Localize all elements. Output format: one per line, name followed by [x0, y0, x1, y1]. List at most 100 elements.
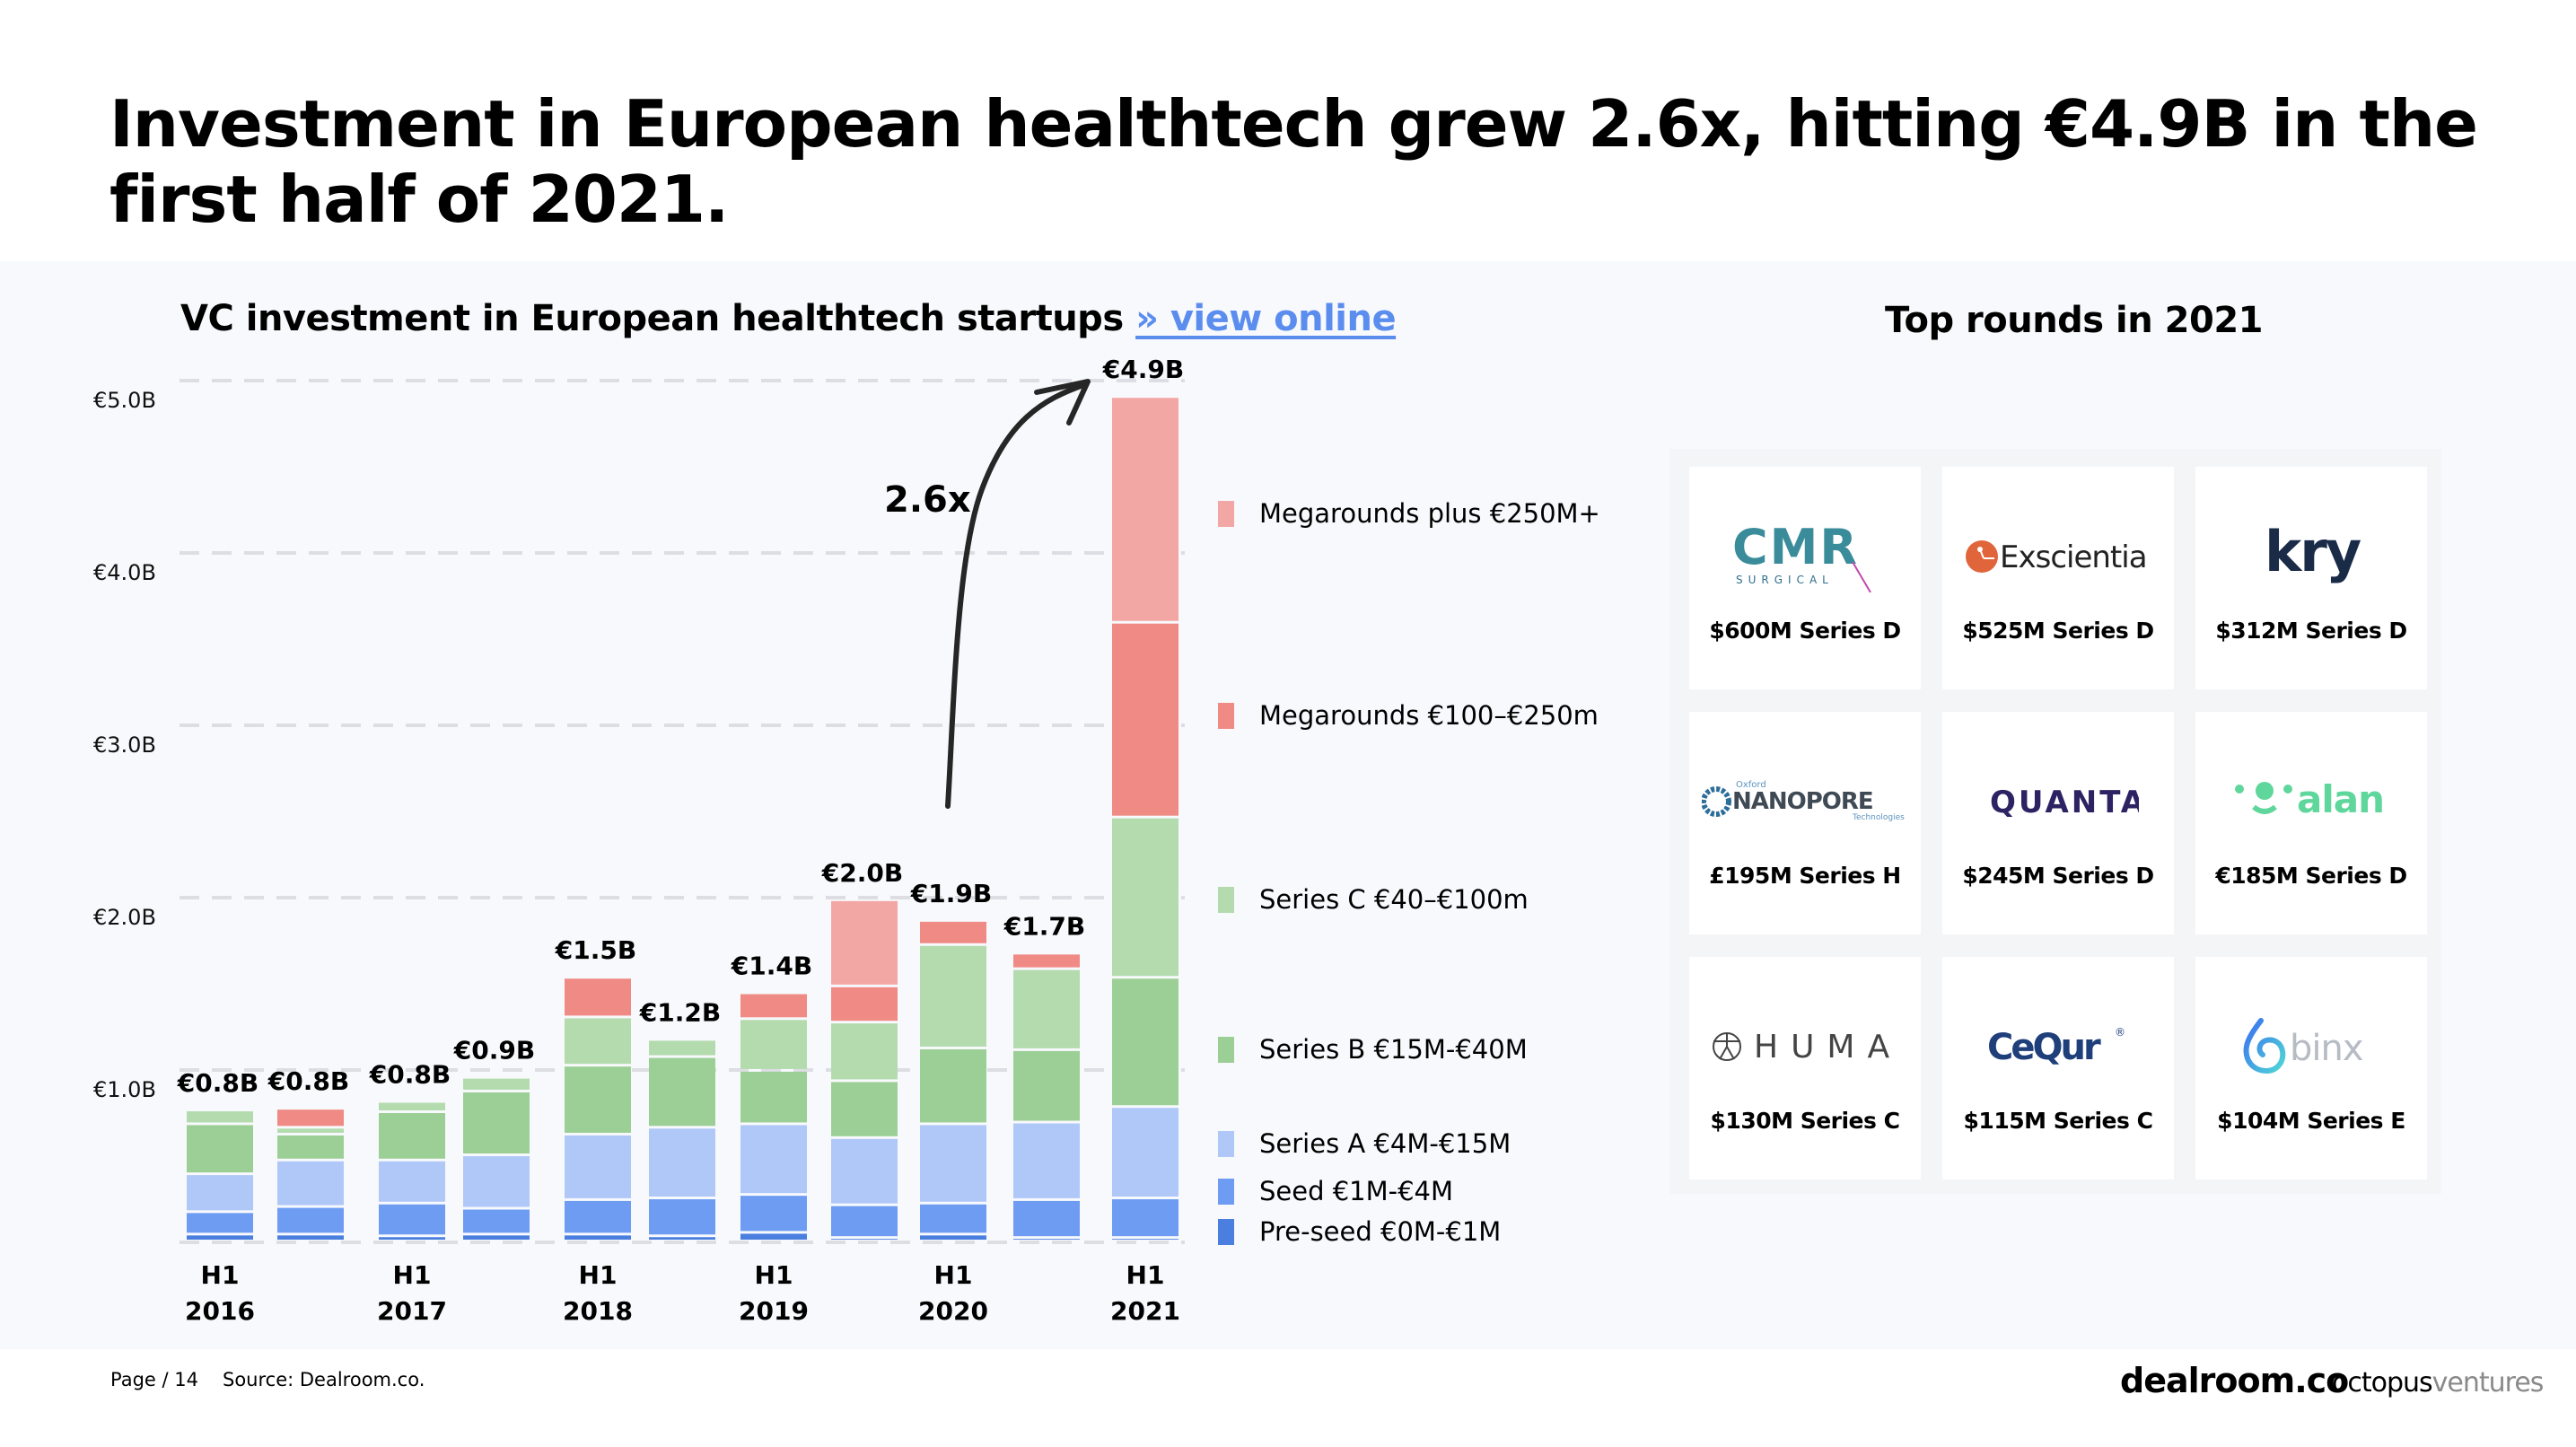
y-tick-label: €3.0B: [93, 732, 156, 758]
bar-segment: [565, 1018, 631, 1065]
cmr-logo-icon: CMR SURGICAL: [1689, 503, 1921, 610]
round-card[interactable]: CMR SURGICAL $600M Series D: [1689, 467, 1921, 689]
bar-segment: [1013, 1123, 1080, 1198]
bar-segment: [740, 1196, 807, 1232]
legend-item: Megarounds €100–€250m: [1218, 700, 1599, 731]
octopus-logo-sub: ventures: [2431, 1367, 2545, 1399]
bar-total-label: €1.4B: [731, 952, 812, 981]
round-card[interactable]: CeQur ® $115M Series C: [1942, 957, 2174, 1180]
bar-segment: [565, 1200, 631, 1233]
bar-segment: [831, 1206, 898, 1237]
legend-label: Pre-seed €0M-€1M: [1259, 1216, 1502, 1247]
x-tick-label: H1: [393, 1260, 432, 1290]
bar-segment: [463, 1092, 530, 1153]
growth-arrow-icon: [945, 379, 1091, 809]
bar-total-label: €1.7B: [1003, 911, 1085, 941]
bar-segment: [1112, 1239, 1178, 1240]
bar-segment: [1013, 1239, 1080, 1240]
round-amount: £195M Series H: [1709, 863, 1901, 889]
svg-text:SURGICAL: SURGICAL: [1736, 574, 1834, 586]
bar-segment: [649, 1128, 715, 1197]
bar-segment: [831, 1082, 898, 1136]
bar-total-label: €1.9B: [910, 879, 992, 908]
bar-segment: [1112, 978, 1178, 1106]
bar-segment: [649, 1237, 715, 1240]
bar-segment: [1112, 1108, 1178, 1197]
legend-label: Seed €1M-€4M: [1259, 1176, 1454, 1206]
bar-segment: [920, 1048, 986, 1123]
bar-segment: [920, 945, 986, 1047]
round-amount: $245M Series D: [1962, 863, 2154, 889]
legend-swatch: [1218, 1036, 1234, 1063]
total-labels: €0.8B €0.8B €0.8B€0.9B€1.5B€1.2B€1.4B€2.0B…: [177, 355, 1184, 1098]
y-tick-label: €4.0B: [93, 560, 156, 585]
huma-logo-icon: HUMA: [1689, 993, 1921, 1101]
growth-annotation: 2.6x: [884, 479, 971, 521]
legend-swatch: [1218, 500, 1234, 527]
bar-segment: [649, 1057, 715, 1127]
binx-logo-icon: binx: [2195, 993, 2427, 1101]
chart-title: VC investment in European healthtech sta…: [180, 298, 1397, 339]
octopus-logo-main: octopus: [2332, 1367, 2433, 1399]
svg-text:Technologies: Technologies: [1852, 813, 1905, 822]
cequr-logo-icon: CeQur ®: [1942, 993, 2174, 1101]
bar-segment: [740, 1125, 807, 1194]
bar-segment: [831, 900, 898, 985]
svg-text:NANOPORE: NANOPORE: [1732, 788, 1873, 815]
bar-segment: [831, 1239, 898, 1240]
bar-segment: [649, 1199, 715, 1235]
bar-total-label: €0.8B: [369, 1059, 451, 1089]
round-card[interactable]: HUMA $130M Series C: [1689, 957, 1921, 1180]
bar-segment: [1112, 818, 1178, 977]
round-amount: $104M Series E: [2217, 1108, 2405, 1134]
bar-segment: [187, 1125, 253, 1173]
svg-text:Oxford: Oxford: [1736, 780, 1766, 790]
bar-segment: [920, 1235, 986, 1240]
legend-label: Megarounds plus €250M+: [1259, 498, 1600, 529]
bar-segment: [831, 1023, 898, 1080]
y-axis-ticks: €1.0B €2.0B €3.0B €4.0B €5.0B: [93, 388, 156, 1102]
svg-text:Exscientia: Exscientia: [2000, 539, 2147, 575]
round-amount: €185M Series D: [2215, 863, 2407, 889]
bar-total-label: €0.8B: [267, 1066, 349, 1096]
legend-swatch: [1218, 1130, 1234, 1157]
bar-segment: [463, 1235, 530, 1240]
bar-segment: [277, 1161, 344, 1206]
dealroom-logo: dealroom.co: [2120, 1361, 2349, 1400]
bar-segment: [277, 1135, 344, 1159]
round-card[interactable]: Oxford NANOPORE Technologies £195M Serie…: [1689, 712, 1921, 934]
x-tick-label: 2017: [377, 1296, 447, 1326]
svg-text:HUMA: HUMA: [1754, 1029, 1899, 1066]
bar-segment: [277, 1128, 344, 1133]
top-rounds-panel: CMR SURGICAL $600M Series D Exscientia $…: [1669, 449, 2441, 1194]
round-card[interactable]: alan €185M Series D: [2195, 712, 2427, 934]
x-tick-label: 2020: [918, 1296, 988, 1326]
round-amount: $130M Series C: [1710, 1108, 1900, 1134]
x-tick-label: H1: [201, 1260, 240, 1290]
bar-segment: [649, 1040, 715, 1056]
legend-item: Pre-seed €0M-€1M: [1218, 1216, 1501, 1247]
round-card[interactable]: binx $104M Series E: [2195, 957, 2427, 1180]
bar-total-label: €0.8B: [177, 1068, 258, 1098]
legend-label: Series A €4M-€15M: [1259, 1128, 1511, 1159]
view-online-link[interactable]: » view online: [1135, 298, 1397, 339]
round-card[interactable]: QUANTA $245M Series D: [1942, 712, 2174, 934]
source-note: Source: Dealroom.co.: [223, 1369, 425, 1390]
bar-segment: [1013, 1050, 1080, 1121]
bar-segment: [565, 978, 631, 1016]
legend-label: Series C €40–€100m: [1259, 884, 1529, 915]
round-card[interactable]: Exscientia $525M Series D: [1942, 467, 2174, 689]
nanopore-logo-icon: Oxford NANOPORE Technologies: [1689, 748, 1921, 855]
bar-segment: [565, 1066, 631, 1133]
bar-segment: [187, 1213, 253, 1233]
legend-label: Megarounds €100–€250m: [1259, 700, 1599, 731]
bar-segment: [920, 1125, 986, 1202]
svg-text:CeQur: CeQur: [1987, 1027, 2101, 1068]
top-rounds-title: Top rounds in 2021: [1885, 300, 2263, 341]
x-tick-label: 2019: [739, 1296, 809, 1326]
bar-segment: [740, 1020, 807, 1069]
bar-segment: [740, 1233, 807, 1240]
bar-segment: [379, 1161, 445, 1202]
bar-segment: [1013, 954, 1080, 968]
round-card[interactable]: kry $312M Series D: [2195, 467, 2427, 689]
